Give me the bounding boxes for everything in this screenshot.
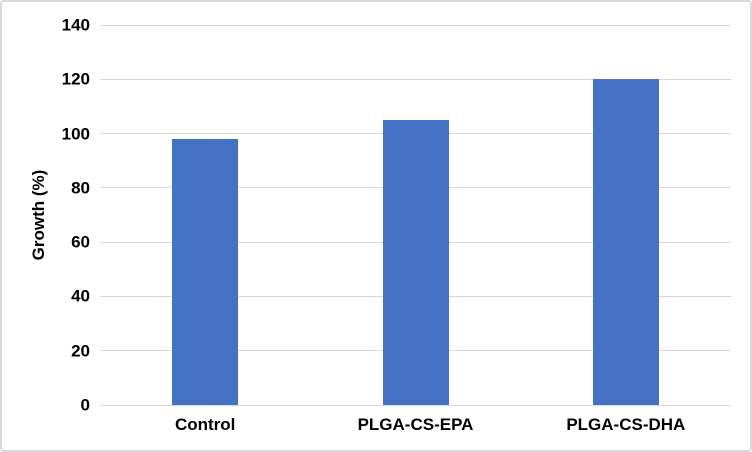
y-tick-label-140: 140: [61, 15, 90, 35]
bar-plga-cs-epa: [382, 120, 449, 405]
x-category-label-plga-cs-epa: PLGA-CS-EPA: [357, 415, 474, 434]
x-category-label-plga-cs-dha: PLGA-CS-DHA: [566, 415, 686, 434]
y-tick-label-20: 20: [71, 341, 90, 361]
y-tick-label-60: 60: [71, 232, 90, 252]
y-tick-label-0: 0: [80, 395, 90, 415]
y-tick-label-120: 120: [61, 69, 90, 89]
y-tick-label-40: 40: [71, 286, 90, 306]
gridline-y-0: [100, 404, 731, 406]
bar-control: [172, 139, 239, 405]
y-tick-label-100: 100: [61, 124, 90, 144]
x-category-label-control: Control: [174, 415, 236, 434]
bar-plga-cs-dha: [592, 79, 659, 405]
y-tick-label-80: 80: [71, 178, 90, 198]
gridline-y-120: [100, 78, 731, 80]
gridline-y-140: [100, 24, 731, 26]
